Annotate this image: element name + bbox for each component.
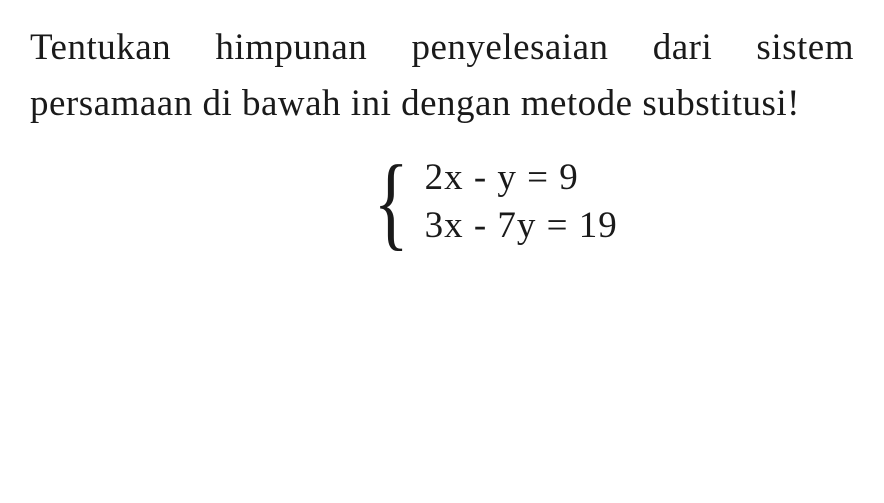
equations-container: 2x - y = 9 3x - 7y = 19 (425, 156, 618, 247)
equation-2: 3x - 7y = 19 (425, 204, 618, 247)
left-brace: { (374, 157, 409, 246)
equation-1: 2x - y = 9 (425, 156, 618, 199)
question-text: Tentukan himpunan penyelesaian dari sist… (30, 20, 854, 131)
equation-system: { 2x - y = 9 3x - 7y = 19 (130, 156, 854, 247)
